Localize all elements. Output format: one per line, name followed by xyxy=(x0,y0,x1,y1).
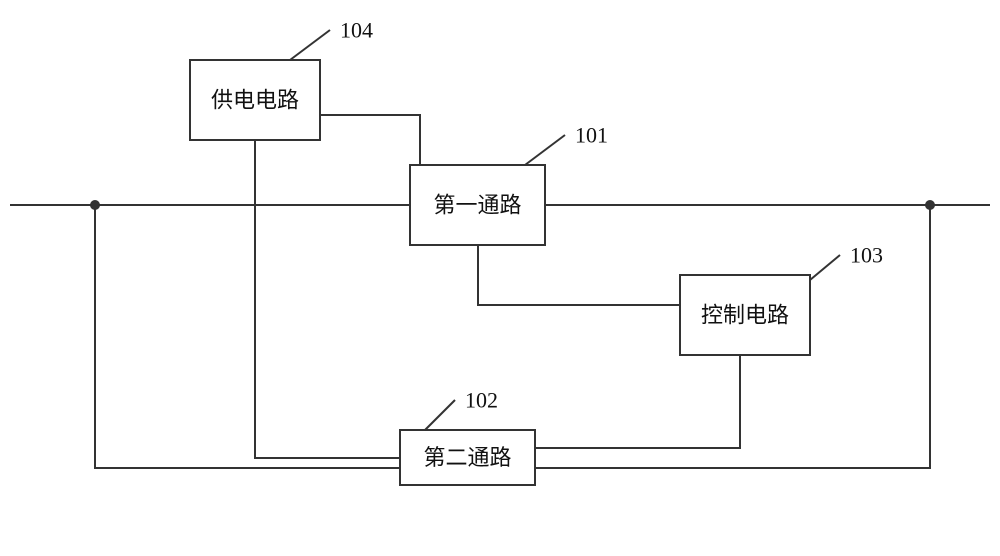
callout-label-path2: 102 xyxy=(465,388,498,413)
block-label-control: 控制电路 xyxy=(701,303,789,328)
callout-line-path1 xyxy=(525,135,565,165)
callout-line-path2 xyxy=(425,400,455,430)
callout-label-path1: 101 xyxy=(575,123,608,148)
callout-line-control xyxy=(810,255,840,280)
bus-junction-left xyxy=(90,200,100,210)
wire-power-to-path1 xyxy=(320,115,420,165)
callout-label-control: 103 xyxy=(850,243,883,268)
block-label-path1: 第一通路 xyxy=(433,193,521,218)
block-label-power: 供电电路 xyxy=(211,88,299,113)
wire-control-to-path2 xyxy=(535,355,740,448)
block-label-path2: 第二通路 xyxy=(423,445,511,470)
callout-label-power: 104 xyxy=(340,18,373,43)
wire-path1-to-control xyxy=(478,245,680,305)
wire-power-to-path2 xyxy=(255,140,400,458)
wire-bus-left-drop xyxy=(95,205,400,468)
bus-junction-right xyxy=(925,200,935,210)
callout-line-power xyxy=(290,30,330,60)
block-diagram: 供电电路第一通路控制电路第二通路 104 101 103 102 xyxy=(0,0,1000,556)
